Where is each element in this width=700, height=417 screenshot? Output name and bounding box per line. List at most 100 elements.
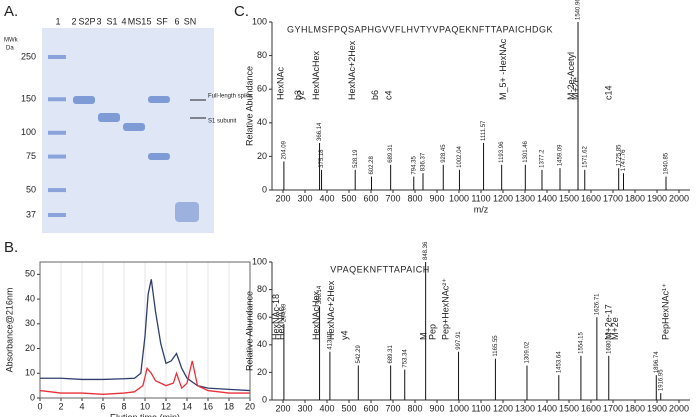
plot-frame bbox=[39, 261, 251, 399]
lane-number: 5 bbox=[146, 16, 151, 26]
y-axis-label: Absorbance@216nm bbox=[4, 288, 14, 373]
marker-band bbox=[48, 213, 66, 218]
panel-letter: B. bbox=[4, 239, 18, 256]
y-tick-label: 60 bbox=[257, 84, 267, 94]
annotation: M_5+ -HexNAc bbox=[498, 38, 508, 100]
gel-bands bbox=[73, 96, 199, 222]
peak-label: 848.36 bbox=[423, 241, 429, 260]
peak-label: 602.28 bbox=[369, 156, 375, 175]
y-tick-label: 20 bbox=[257, 151, 267, 161]
x-tick-label: 1700 bbox=[603, 193, 623, 203]
lane-number: 2 bbox=[71, 16, 76, 26]
x-tick-label: 800 bbox=[407, 193, 422, 203]
y-tick-label: 10 bbox=[25, 368, 35, 378]
x-tick-label: 20 bbox=[245, 401, 255, 411]
annotation: M bbox=[419, 333, 429, 341]
panel-letter: A. bbox=[4, 3, 18, 20]
marker-label: 75 bbox=[26, 151, 36, 161]
y-tick-label: 100 bbox=[252, 16, 267, 26]
peak-label: 1896.74 bbox=[654, 351, 660, 373]
peak-label: 204.09 bbox=[281, 140, 287, 159]
x-tick-label: 1200 bbox=[493, 403, 513, 413]
x-tick-label: 16 bbox=[203, 401, 213, 411]
lane-name: MS1 bbox=[128, 16, 147, 26]
annotation: Pep+HexNAc²⁺ bbox=[441, 278, 451, 340]
y-tick-label: 80 bbox=[257, 50, 267, 60]
lane-number: 4 bbox=[121, 16, 126, 26]
marker-label: 37 bbox=[26, 209, 36, 219]
annotation: M+2e bbox=[610, 317, 620, 340]
marker-label: 250 bbox=[21, 51, 36, 61]
lane-number: 1 bbox=[55, 16, 60, 26]
peak-label: 689.31 bbox=[388, 144, 394, 163]
x-tick-label: 600 bbox=[363, 193, 378, 203]
sequence: GYHLMSFPQSAPHGVVFLHVTYVPAQEKNFTTAPAICHDG… bbox=[287, 24, 553, 34]
lane-number: 3 bbox=[96, 16, 101, 26]
lane-number: 6 bbox=[174, 16, 179, 26]
x-tick-label: 1300 bbox=[515, 403, 535, 413]
x-tick-label: 2000 bbox=[669, 403, 689, 413]
annotation: M+2e bbox=[570, 77, 580, 100]
y-tick-label: 60 bbox=[257, 312, 267, 322]
peak-label: 1940.85 bbox=[664, 152, 670, 174]
y-axis-label: Relative Abundance bbox=[244, 66, 254, 146]
x-tick-label: 200 bbox=[275, 193, 290, 203]
axes bbox=[271, 22, 690, 191]
peak-label: 542.29 bbox=[356, 344, 362, 363]
peak-label: 1301.46 bbox=[523, 140, 529, 162]
peak-label: 375.18 bbox=[319, 149, 325, 168]
lane-name: S2P bbox=[78, 16, 95, 26]
x-tick-label: 12 bbox=[161, 401, 171, 411]
peak-label: 1002.04 bbox=[457, 145, 463, 167]
annotation: y2 bbox=[295, 90, 305, 100]
lane-name: SF bbox=[156, 16, 168, 26]
y-tick-label: 0 bbox=[30, 392, 35, 402]
annotation: y4 bbox=[339, 330, 349, 340]
annotation: Pep bbox=[427, 324, 437, 340]
peak-label: 1554.15 bbox=[578, 331, 584, 353]
x-axis-label: m/z bbox=[474, 204, 489, 214]
peak-label: 1453.64 bbox=[556, 351, 562, 373]
peak-label: 1680.72 bbox=[606, 331, 612, 353]
annotation: b6 bbox=[370, 90, 380, 100]
x-tick-label: 14 bbox=[182, 401, 192, 411]
y-tick-label: 40 bbox=[257, 339, 267, 349]
x-tick-label: 900 bbox=[429, 403, 444, 413]
x-tick-label: 1600 bbox=[581, 403, 601, 413]
x-tick-label: 700 bbox=[385, 403, 400, 413]
y-tick-label: 80 bbox=[257, 284, 267, 294]
annotation: HexNAcHex bbox=[311, 290, 321, 340]
x-tick-label: 1400 bbox=[537, 403, 557, 413]
x-tick-label: 500 bbox=[341, 403, 356, 413]
y-tick-label: 40 bbox=[257, 117, 267, 127]
x-tick-label: 1100 bbox=[471, 193, 490, 203]
peak-label: 753.34 bbox=[402, 349, 408, 368]
x-tick-label: 1800 bbox=[625, 193, 645, 203]
annotation: c4 bbox=[383, 90, 393, 100]
x-tick-label: 1100 bbox=[471, 403, 490, 413]
peak-label: 1459.09 bbox=[558, 144, 564, 166]
annotation: HexNAc+2Hex bbox=[326, 280, 336, 340]
marker-band bbox=[48, 55, 66, 59]
y-tick-label: 40 bbox=[25, 293, 35, 303]
peak-label: 1111.57 bbox=[481, 120, 487, 141]
peak-label: 836.37 bbox=[421, 152, 427, 171]
sequence: VPAQEKNFTTAPAICH bbox=[330, 264, 430, 274]
mw-label: Da bbox=[6, 46, 14, 52]
mw-label: MWk bbox=[4, 38, 19, 44]
y-tick-label: 100 bbox=[252, 256, 267, 266]
peak-label: 1725.85 bbox=[616, 144, 622, 166]
marker-band bbox=[48, 154, 66, 159]
annotation: HexNAcHex bbox=[311, 50, 321, 100]
x-tick-label: 300 bbox=[297, 193, 312, 203]
peak-label: 1540.96 bbox=[576, 0, 582, 20]
marker-band bbox=[48, 130, 66, 135]
x-tick-label: 500 bbox=[341, 193, 356, 203]
x-tick-label: 1200 bbox=[493, 193, 513, 203]
peak-label: 689.31 bbox=[388, 344, 394, 363]
annotation: M+2e-17 bbox=[603, 304, 613, 340]
x-tick-label: 800 bbox=[407, 403, 422, 413]
axes bbox=[271, 262, 690, 401]
x-tick-label: 6 bbox=[100, 401, 105, 411]
